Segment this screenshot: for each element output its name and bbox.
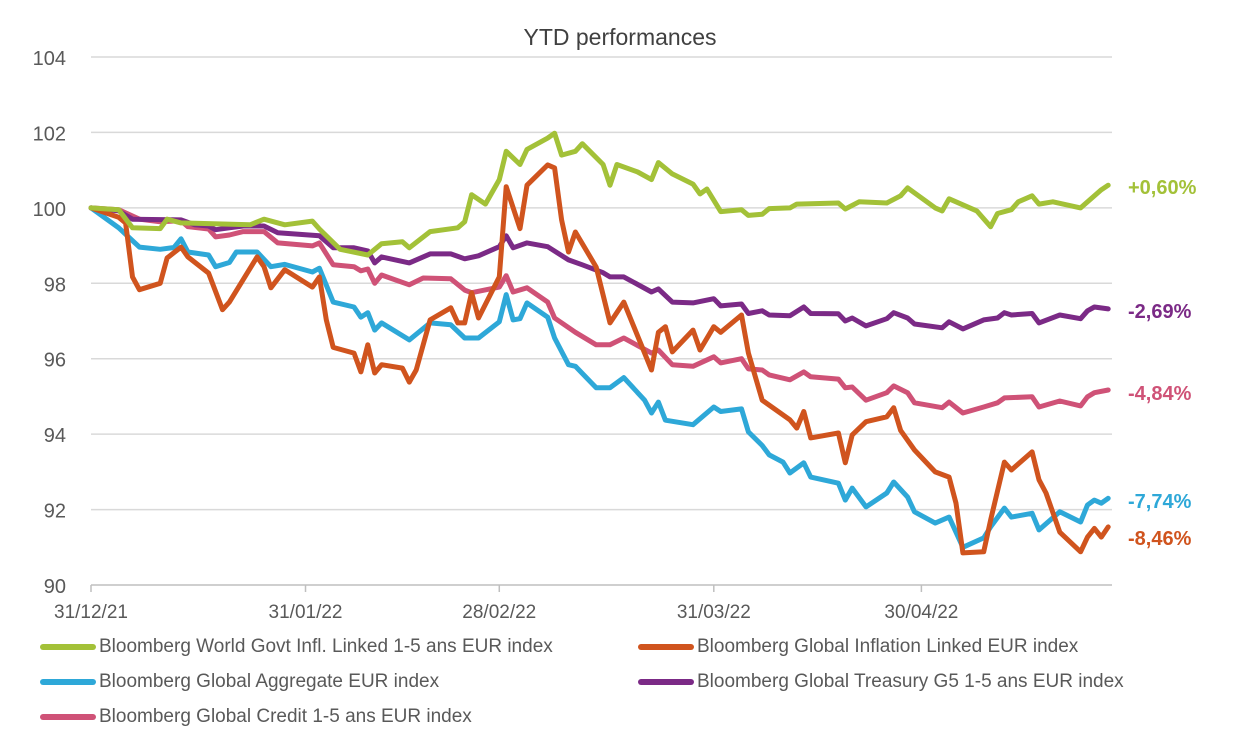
- y-tick-label: 92: [44, 501, 66, 523]
- y-tick-label: 100: [33, 199, 66, 221]
- end-label: -2,69%: [1128, 301, 1192, 323]
- series-line-2: [88, 205, 1111, 550]
- series-line-3: [88, 205, 1111, 332]
- gridlines: [91, 56, 1112, 511]
- y-axis-ticks: 90 92 94 96 98 100 102 104: [33, 48, 66, 598]
- x-tick-label: 31/03/22: [677, 602, 751, 623]
- y-tick-label: 94: [44, 425, 66, 447]
- series-line-4: [88, 205, 1111, 416]
- x-tick-label: 30/04/22: [884, 602, 958, 623]
- x-axis: 31/12/21 31/01/22 28/02/22 31/03/22 30/04/22: [54, 584, 1112, 623]
- y-tick-label: 98: [44, 274, 66, 296]
- x-tick-label: 31/12/21: [54, 602, 128, 623]
- series-line-0: [88, 130, 1111, 258]
- chart-title: YTD performances: [523, 24, 716, 50]
- y-tick-label: 102: [33, 123, 66, 145]
- x-tick-label: 28/02/22: [462, 602, 536, 623]
- x-tick-label: 31/01/22: [269, 602, 343, 623]
- y-tick-label: 104: [33, 48, 66, 70]
- end-label: -4,84%: [1128, 383, 1192, 405]
- end-label: -7,74%: [1128, 491, 1192, 513]
- y-tick-label: 96: [44, 350, 66, 372]
- end-labels: +0,60% -8,46% -7,74% -2,69% -4,84%: [1128, 177, 1197, 550]
- y-tick-label: 90: [44, 576, 66, 598]
- end-label: +0,60%: [1128, 177, 1197, 199]
- end-label: -8,46%: [1128, 528, 1192, 550]
- series-line-1: [88, 162, 1111, 556]
- series-lines: [88, 130, 1111, 556]
